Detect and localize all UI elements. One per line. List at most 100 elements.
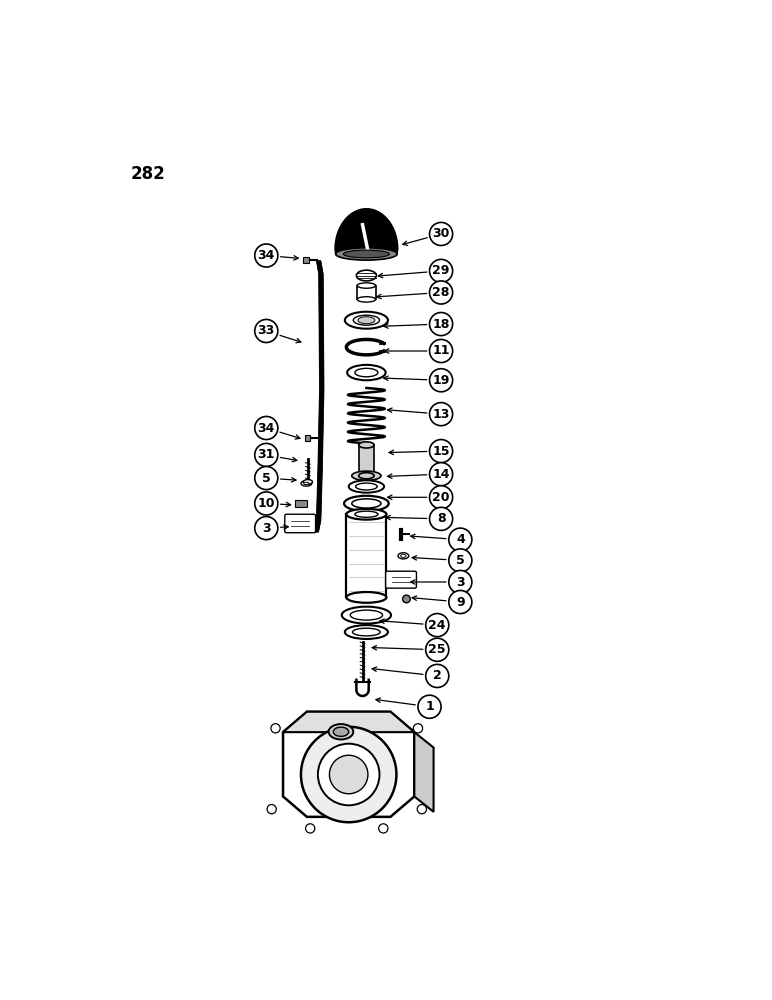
- Text: 33: 33: [258, 324, 275, 337]
- Ellipse shape: [347, 592, 387, 603]
- Circle shape: [429, 369, 452, 392]
- Circle shape: [429, 440, 452, 463]
- Ellipse shape: [342, 607, 391, 624]
- Bar: [303, 257, 309, 263]
- Text: 3: 3: [456, 576, 465, 588]
- Ellipse shape: [345, 312, 388, 329]
- Circle shape: [413, 724, 422, 733]
- Text: 9: 9: [456, 596, 465, 609]
- Circle shape: [271, 724, 280, 733]
- FancyBboxPatch shape: [386, 571, 416, 588]
- Circle shape: [306, 824, 315, 833]
- Text: 28: 28: [432, 286, 450, 299]
- Text: 14: 14: [432, 468, 450, 481]
- Circle shape: [449, 549, 472, 572]
- Text: 31: 31: [258, 448, 275, 461]
- Circle shape: [417, 805, 426, 814]
- Text: 10: 10: [258, 497, 275, 510]
- Ellipse shape: [355, 368, 378, 377]
- Text: 5: 5: [456, 554, 465, 567]
- Ellipse shape: [344, 250, 390, 258]
- Circle shape: [425, 638, 449, 661]
- Bar: [357, 286, 376, 299]
- Polygon shape: [415, 732, 434, 812]
- Circle shape: [255, 517, 278, 540]
- Ellipse shape: [329, 724, 354, 739]
- Ellipse shape: [358, 317, 375, 324]
- Text: 5: 5: [262, 472, 271, 485]
- Text: 18: 18: [432, 318, 450, 331]
- Text: 19: 19: [432, 374, 450, 387]
- Circle shape: [255, 319, 278, 343]
- Text: 2: 2: [433, 669, 442, 682]
- Circle shape: [255, 416, 278, 440]
- Ellipse shape: [350, 610, 383, 620]
- Circle shape: [255, 443, 278, 466]
- Circle shape: [425, 664, 449, 687]
- Ellipse shape: [354, 315, 380, 325]
- Circle shape: [449, 570, 472, 594]
- Text: 25: 25: [428, 643, 446, 656]
- Text: 29: 29: [432, 264, 450, 277]
- Text: 3: 3: [262, 522, 271, 535]
- Ellipse shape: [398, 553, 408, 559]
- Ellipse shape: [347, 365, 386, 380]
- Circle shape: [255, 244, 278, 267]
- Text: 20: 20: [432, 491, 450, 504]
- Polygon shape: [314, 261, 324, 532]
- Ellipse shape: [357, 270, 377, 281]
- Ellipse shape: [303, 480, 313, 484]
- Text: 34: 34: [258, 249, 275, 262]
- Bar: [305, 435, 310, 441]
- Ellipse shape: [349, 480, 384, 493]
- Ellipse shape: [353, 628, 381, 636]
- Ellipse shape: [344, 496, 389, 511]
- Ellipse shape: [352, 499, 381, 508]
- Circle shape: [379, 824, 388, 833]
- Circle shape: [429, 339, 452, 363]
- Circle shape: [255, 466, 278, 490]
- Polygon shape: [283, 712, 415, 732]
- Circle shape: [429, 259, 452, 282]
- Ellipse shape: [359, 442, 374, 448]
- Circle shape: [429, 507, 452, 530]
- Ellipse shape: [359, 473, 374, 479]
- Ellipse shape: [356, 483, 378, 490]
- Bar: [347, 514, 387, 597]
- Circle shape: [449, 590, 472, 614]
- Text: 4: 4: [456, 533, 465, 546]
- Text: 8: 8: [437, 512, 445, 525]
- Circle shape: [429, 281, 452, 304]
- Polygon shape: [335, 209, 398, 253]
- Circle shape: [267, 805, 276, 814]
- Circle shape: [255, 492, 278, 515]
- Circle shape: [429, 403, 452, 426]
- Circle shape: [429, 312, 452, 336]
- Bar: [359, 445, 374, 476]
- Circle shape: [301, 727, 396, 822]
- Circle shape: [429, 486, 452, 509]
- Circle shape: [429, 222, 452, 246]
- Ellipse shape: [357, 297, 376, 302]
- Circle shape: [425, 614, 449, 637]
- Ellipse shape: [355, 511, 378, 517]
- Ellipse shape: [345, 625, 388, 639]
- Text: 282: 282: [130, 165, 165, 183]
- Ellipse shape: [352, 471, 381, 480]
- Ellipse shape: [303, 482, 309, 485]
- Ellipse shape: [357, 283, 376, 288]
- Circle shape: [449, 528, 472, 551]
- Polygon shape: [283, 712, 415, 817]
- Text: 13: 13: [432, 408, 450, 421]
- Circle shape: [429, 463, 452, 486]
- Text: 11: 11: [432, 344, 450, 358]
- FancyBboxPatch shape: [285, 514, 316, 533]
- Text: 30: 30: [432, 227, 450, 240]
- Circle shape: [418, 695, 441, 718]
- Ellipse shape: [401, 554, 406, 557]
- Ellipse shape: [347, 509, 387, 520]
- Ellipse shape: [301, 481, 312, 486]
- Circle shape: [318, 744, 380, 805]
- Ellipse shape: [336, 248, 397, 260]
- Circle shape: [330, 755, 368, 794]
